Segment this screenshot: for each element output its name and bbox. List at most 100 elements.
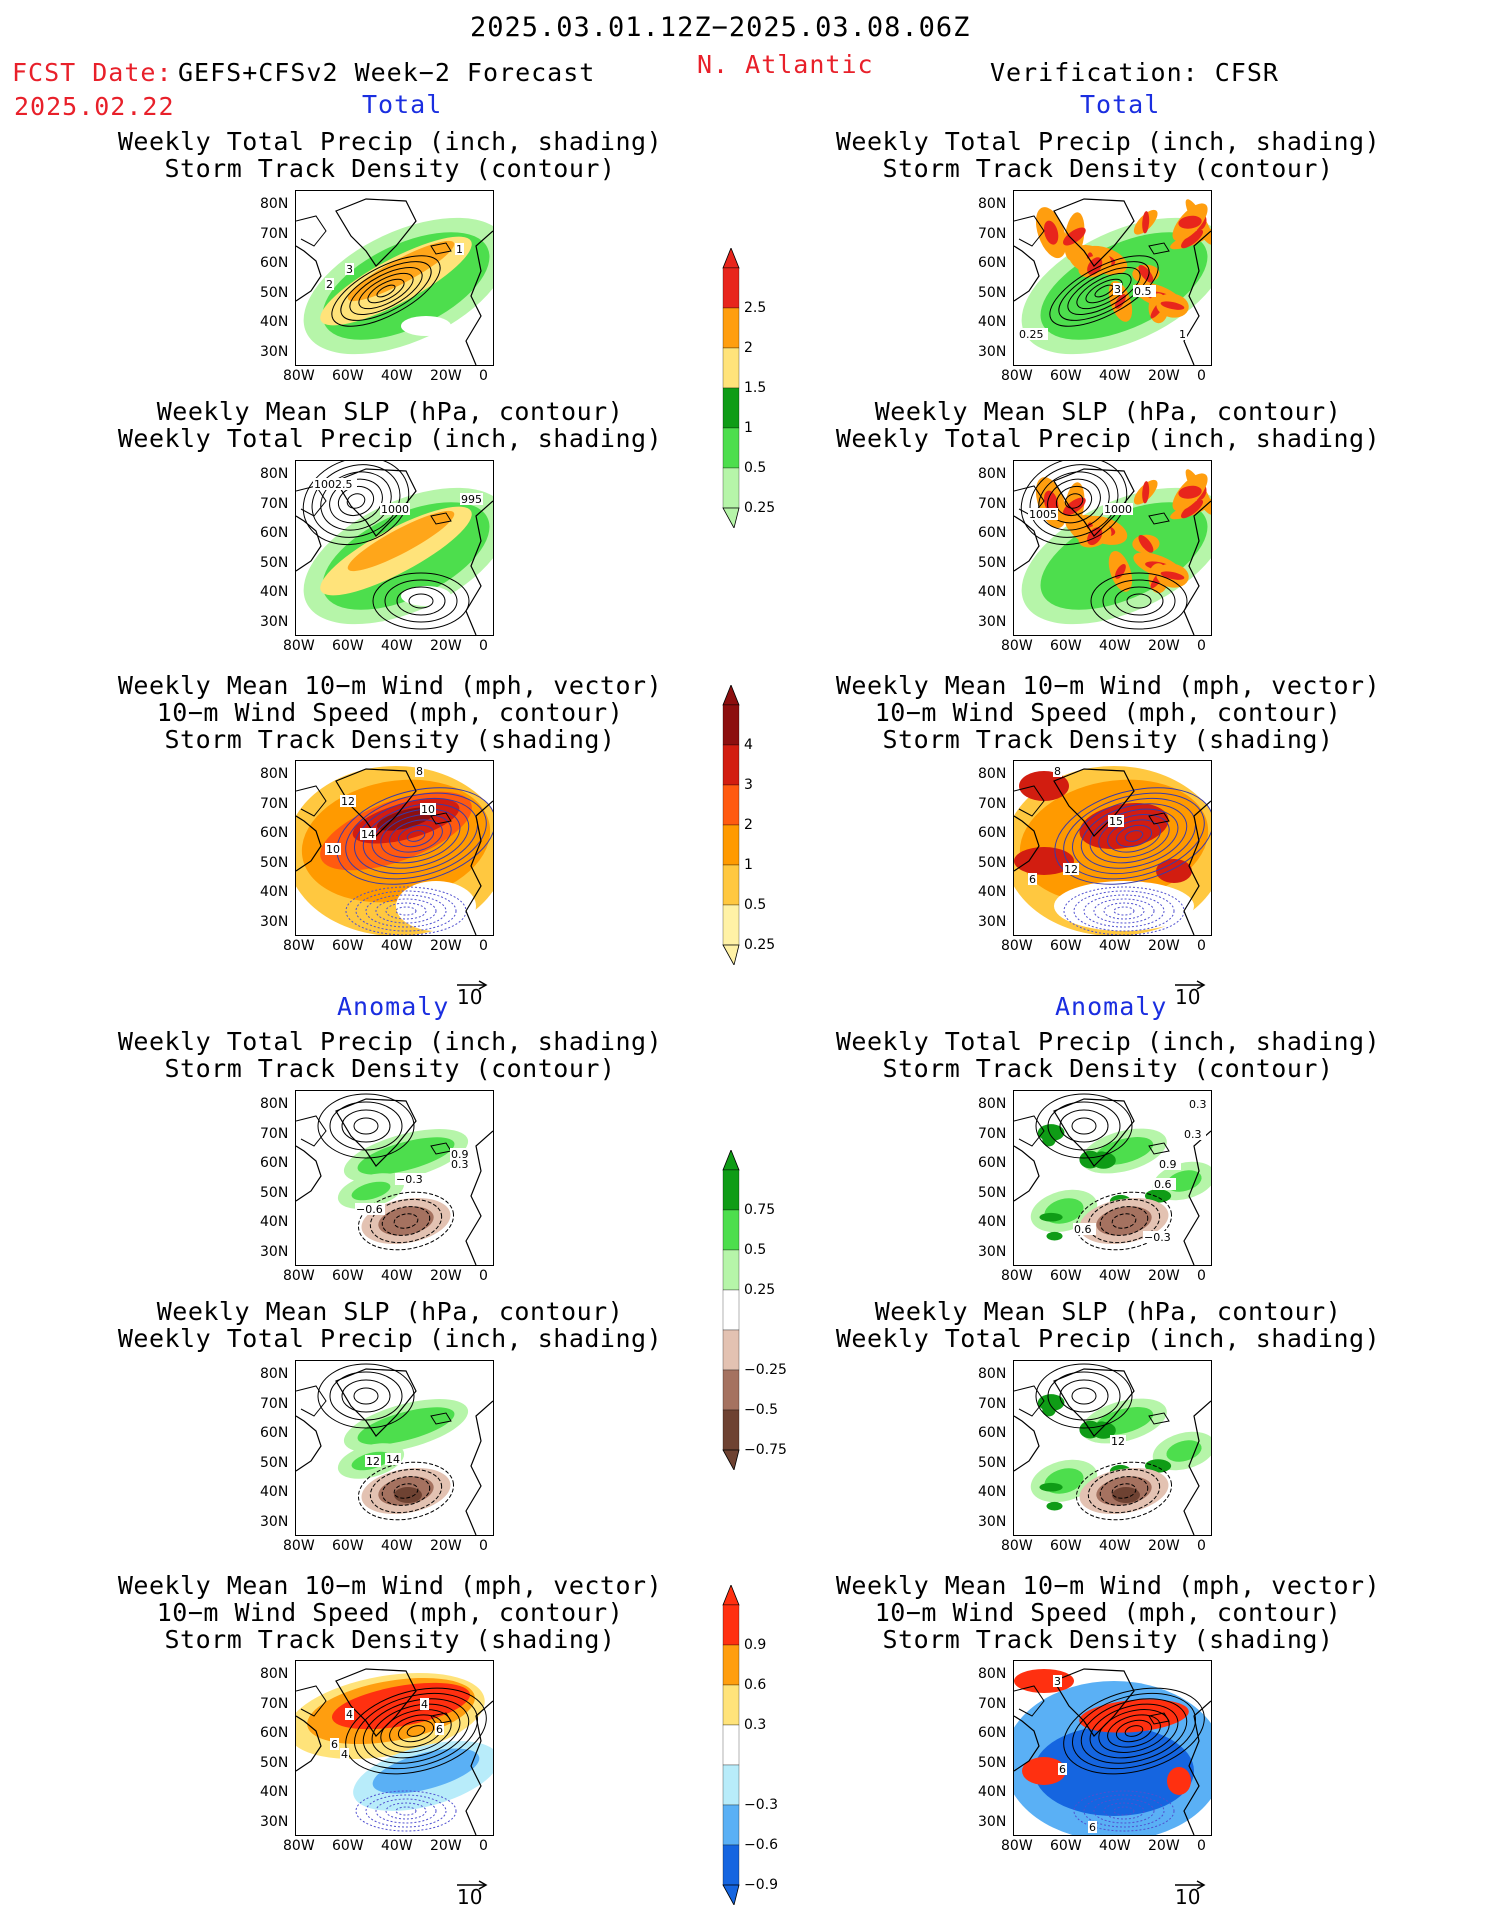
lon-tick: 20W: [1148, 638, 1180, 654]
fcst-date-label: FCST Date:: [12, 58, 173, 87]
contour-label: 3: [1114, 283, 1121, 296]
map-r3-right: 8 15 6 12: [1013, 760, 1212, 936]
lat-tick: 40N: [260, 314, 289, 330]
lon-tick: 20W: [430, 368, 462, 384]
colorbar-tick-label: 0.25: [744, 937, 776, 953]
panel-title: Weekly Total Precip (inch, shading): [835, 127, 1381, 156]
lat-tick: 50N: [978, 1184, 1007, 1201]
lat-tick: 30N: [260, 613, 289, 630]
lat-tick: 40N: [978, 584, 1007, 600]
panel-title: Storm Track Density (contour): [164, 1054, 616, 1083]
panel-title: Weekly Mean SLP (hPa, contour): [874, 397, 1342, 426]
lat-tick: 40N: [260, 1484, 289, 1500]
lon-tick: 80W: [1001, 1538, 1033, 1554]
panel-title: Weekly Mean SLP (hPa, contour): [874, 1297, 1342, 1326]
colorbar-tick-label: 0.25: [744, 500, 776, 516]
panel-title: Weekly Mean 10−m Wind (mph, vector): [835, 671, 1381, 700]
contour-label: 0.5: [1134, 285, 1152, 298]
lon-tick: 0: [1197, 938, 1206, 954]
lon-tick: 0: [1197, 638, 1206, 654]
lat-tick: 70N: [978, 795, 1007, 812]
lat-tick: 80N: [978, 466, 1007, 482]
contour-label: 1000: [1104, 503, 1132, 516]
panel-title: 10−m Wind Speed (mph, contour): [156, 1598, 624, 1627]
lon-tick: 0: [479, 368, 488, 384]
lon-tick: 20W: [430, 938, 462, 954]
lat-tick: 70N: [260, 225, 289, 242]
colorbar-tick-label: −0.5: [744, 1402, 778, 1418]
section-total-right: Total: [1080, 90, 1161, 119]
panel-title: Weekly Total Precip (inch, shading): [117, 1027, 663, 1056]
lon-tick: 80W: [1001, 1838, 1033, 1854]
lat-tick: 50N: [978, 1754, 1007, 1771]
map-r4-left: 0.9 0.3 −0.3 −0.6: [295, 1090, 494, 1266]
colorbar-tick-label: 0.5: [744, 1242, 767, 1258]
panel-title: Weekly Mean 10−m Wind (mph, vector): [117, 671, 663, 700]
lat-tick: 40N: [260, 884, 289, 900]
colorbar-tick-label: 2: [744, 817, 753, 833]
contour-label: 6: [1029, 873, 1036, 886]
contour-label: 1002.5: [314, 478, 353, 491]
colorbar-tick-label: −0.9: [744, 1877, 778, 1893]
region-label: N. Atlantic: [697, 50, 874, 79]
vector-ref-arrow-icon: [455, 1875, 491, 1894]
map-r5-right: 12: [1013, 1360, 1212, 1536]
section-anomaly-right: Anomaly: [1055, 992, 1168, 1021]
lon-tick: 60W: [1050, 1538, 1082, 1554]
panel-title: Storm Track Density (contour): [164, 154, 616, 183]
lon-tick: 80W: [283, 938, 315, 954]
vector-ref-arrow-icon: [455, 975, 491, 994]
lon-tick: 20W: [430, 1538, 462, 1554]
contour-label: 10: [421, 803, 435, 816]
lat-tick: 60N: [260, 525, 289, 541]
lon-tick: 80W: [1001, 638, 1033, 654]
lat-tick: 70N: [260, 1695, 289, 1712]
lat-tick: 30N: [260, 1813, 289, 1830]
panel-title: Weekly Total Precip (inch, shading): [117, 1324, 663, 1353]
lon-tick: 0: [479, 1268, 488, 1284]
lon-tick: 20W: [1148, 938, 1180, 954]
panel-title: Weekly Mean 10−m Wind (mph, vector): [117, 1571, 663, 1600]
lon-tick: 60W: [332, 368, 364, 384]
lon-tick: 60W: [332, 1538, 364, 1554]
lat-tick: 80N: [260, 196, 289, 212]
lon-tick: 20W: [1148, 368, 1180, 384]
lon-tick: 60W: [332, 1268, 364, 1284]
lat-tick: 50N: [978, 1454, 1007, 1471]
contour-label: 15: [1109, 815, 1123, 828]
colorbar-tick-label: 0.5: [744, 460, 767, 476]
fcst-date-value: 2025.02.22: [14, 92, 175, 121]
contour-label: 0.6: [1074, 1223, 1092, 1236]
panel-title: Weekly Total Precip (inch, shading): [117, 424, 663, 453]
lat-tick: 70N: [260, 1125, 289, 1142]
lat-tick: 50N: [260, 1184, 289, 1201]
contour-label: 1000: [381, 503, 409, 516]
lon-tick: 0: [1197, 1268, 1206, 1284]
lat-tick: 70N: [978, 225, 1007, 242]
lon-tick: 0: [479, 1838, 488, 1854]
lon-tick: 60W: [1050, 938, 1082, 954]
lon-tick: 60W: [332, 638, 364, 654]
contour-label: 4: [346, 1708, 353, 1721]
section-total-left: Total: [362, 90, 443, 119]
panel-title: Weekly Total Precip (inch, shading): [835, 1027, 1381, 1056]
contour-label: 1: [1179, 328, 1186, 341]
map-r1-right: 3 0.5 1 0.25: [1013, 190, 1212, 366]
contour-label: 6: [436, 1723, 443, 1736]
lat-tick: 70N: [978, 1395, 1007, 1412]
lon-tick: 60W: [1050, 1838, 1082, 1854]
lon-tick: 0: [479, 938, 488, 954]
vector-ref-arrow-icon: [1173, 1875, 1209, 1894]
lon-tick: 40W: [1099, 1838, 1131, 1854]
lat-tick: 70N: [978, 1125, 1007, 1142]
lat-tick: 40N: [978, 314, 1007, 330]
colorbar-tick-label: 0.6: [744, 1677, 767, 1693]
lon-tick: 0: [479, 638, 488, 654]
lon-tick: 20W: [1148, 1268, 1180, 1284]
lat-tick: 60N: [260, 255, 289, 271]
contour-label: 4: [341, 1748, 348, 1761]
lon-tick: 0: [479, 1538, 488, 1554]
lon-tick: 40W: [1099, 638, 1131, 654]
contour-label: 14: [386, 1453, 400, 1466]
